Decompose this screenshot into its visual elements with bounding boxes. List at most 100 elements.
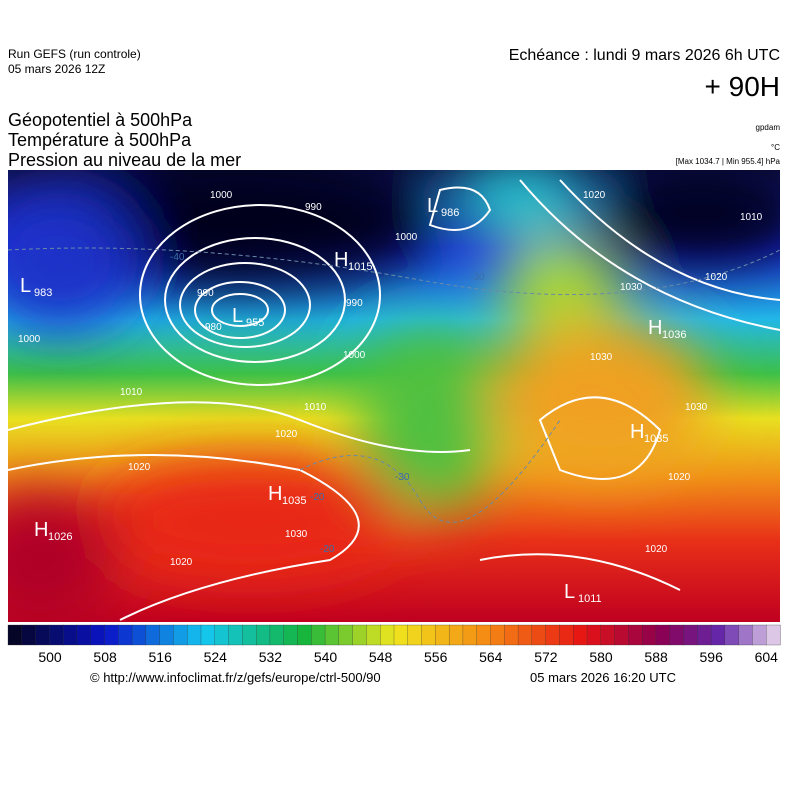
footer-url: © http://www.infoclimat.fr/z/gefs/europe… <box>90 670 381 685</box>
center-value: 1015 <box>348 261 372 273</box>
colorbar-swatch <box>352 624 368 646</box>
center-value: 1011 <box>578 593 602 605</box>
isobar-label: 1000 <box>343 350 366 361</box>
unit: [Max 1034.7 | Min 955.4] hPa <box>676 157 781 166</box>
colorbar-swatch <box>393 624 409 646</box>
isobar-label: 1030 <box>285 529 308 540</box>
isobar-label: 1010 <box>740 212 763 223</box>
colorbar-swatch <box>738 624 754 646</box>
colorbar-label: 572 <box>534 649 558 665</box>
isobar-label: 1020 <box>583 190 606 201</box>
colorbar-label: 524 <box>204 649 228 665</box>
colorbar-swatch <box>311 624 326 646</box>
title: Température à 500hPa <box>8 130 192 150</box>
colorbar-label: 556 <box>424 649 448 665</box>
colorbar-label: 516 <box>149 649 173 665</box>
center-value: 1026 <box>48 531 72 543</box>
center-letter: L <box>20 275 31 297</box>
isobar-label: 1010 <box>304 402 327 413</box>
colorbar-swatch <box>159 624 175 646</box>
colorbar-swatch <box>476 624 492 646</box>
isobar-label: 1020 <box>668 472 691 483</box>
colorbar-swatch <box>421 624 437 646</box>
title: Géopotentiel à 500hPa <box>8 110 193 130</box>
colorbar-swatch <box>462 624 478 646</box>
colorbar-swatch <box>614 624 630 646</box>
colorbar-label: 564 <box>479 649 503 665</box>
run: Run GEFS (run controle) <box>8 47 141 61</box>
center-value: 955 <box>246 317 264 329</box>
colorbar-swatch <box>118 624 133 646</box>
run-date: 05 mars 2026 12Z <box>8 62 105 76</box>
isobar-label: 1000 <box>395 232 418 243</box>
isobar-label: 990 <box>305 202 322 213</box>
colorbar-swatch <box>710 624 726 646</box>
colorbar-swatch <box>49 624 64 646</box>
colorbar-swatch <box>255 624 271 646</box>
colorbar-swatch <box>338 624 354 646</box>
colorbar-swatch <box>35 624 51 646</box>
colorbar-swatch <box>504 624 519 646</box>
colorbar-swatch <box>628 624 643 646</box>
colorbar-swatch <box>62 624 78 646</box>
colorbar-swatch <box>76 624 92 646</box>
colorbar-swatch <box>7 624 23 646</box>
center-letter: L <box>427 195 438 217</box>
colorbar-label: 532 <box>259 649 283 665</box>
colorbar-swatch <box>380 624 395 646</box>
colorbar-swatch <box>214 624 230 646</box>
center-letter: H <box>34 519 48 541</box>
colorbar-swatch <box>683 624 698 646</box>
unit: gpdam <box>756 123 781 132</box>
colorbar-swatch <box>573 624 588 646</box>
isobar-label: 990 <box>197 288 214 299</box>
isobar-label: 1000 <box>210 190 233 201</box>
colorbar-swatch <box>490 624 505 646</box>
isobar-label: 1030 <box>590 352 613 363</box>
colorbar-swatch <box>655 624 671 646</box>
isobar-label: 1020 <box>128 462 151 473</box>
colorbar-label: 588 <box>644 649 668 665</box>
temperature-label: -30 <box>395 472 410 483</box>
colorbar-swatch <box>448 624 464 646</box>
colorbar-label: 500 <box>38 649 62 665</box>
colorbar-swatch <box>669 624 685 646</box>
colorbar-swatch <box>131 624 147 646</box>
title: Pression au niveau de la mer <box>8 150 241 170</box>
isobar-label: 1020 <box>275 429 298 440</box>
colorbar-swatch <box>283 624 299 646</box>
echeance: Echéance : lundi 9 mars 2026 6h UTC <box>509 47 780 64</box>
center-letter: H <box>268 483 282 505</box>
colorbar-swatch <box>187 624 202 646</box>
colorbar-swatch <box>200 624 216 646</box>
colorbar-swatch <box>228 624 244 646</box>
colorbar-label: 604 <box>755 649 779 665</box>
colorbar-label: 508 <box>93 649 117 665</box>
footer-date: 05 mars 2026 16:20 UTC <box>530 670 676 685</box>
colorbar-swatch <box>641 624 657 646</box>
center-value: 1035 <box>644 433 668 445</box>
colorbar-label: 596 <box>700 649 724 665</box>
isobar-label: 980 <box>205 322 222 333</box>
colorbar-swatch <box>545 624 561 646</box>
colorbar-swatch <box>752 624 767 646</box>
isobar-label: 1030 <box>685 402 708 413</box>
colorbar-swatch <box>531 624 547 646</box>
colorbar-swatch <box>145 624 161 646</box>
colorbar-swatch <box>559 624 574 646</box>
colorbar-swatch <box>366 624 381 646</box>
center-letter: L <box>232 305 243 327</box>
isobar-label: 990 <box>346 298 363 309</box>
colorbar-swatch <box>600 624 616 646</box>
colorbar-swatch <box>269 624 285 646</box>
colorbar-swatch <box>517 624 533 646</box>
isobar-label: 1020 <box>645 544 668 555</box>
colorbar-swatch <box>104 624 119 646</box>
colorbar-swatch <box>435 624 450 646</box>
colorbar-swatch <box>90 624 106 646</box>
temperature-label: -20 <box>320 544 335 555</box>
temperature-label: -20 <box>310 492 325 503</box>
temperature-label: -30 <box>470 272 485 283</box>
